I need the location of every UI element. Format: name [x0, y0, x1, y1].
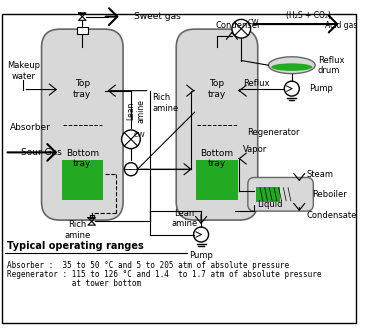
- FancyBboxPatch shape: [41, 29, 123, 220]
- Text: Reflux
drum: Reflux drum: [318, 56, 344, 75]
- Text: Regenerator: Regenerator: [247, 128, 300, 137]
- Text: Makeup
water: Makeup water: [7, 61, 40, 80]
- Text: Reflux: Reflux: [243, 79, 270, 88]
- Text: CW: CW: [134, 132, 146, 138]
- Circle shape: [193, 227, 209, 242]
- Text: Rich
amine: Rich amine: [152, 93, 179, 113]
- Text: Condenser: Condenser: [215, 21, 260, 30]
- Circle shape: [232, 19, 250, 38]
- Text: Pump: Pump: [309, 84, 332, 93]
- Text: (H₂S + CO₂): (H₂S + CO₂): [286, 11, 331, 20]
- Text: Pump: Pump: [189, 251, 213, 260]
- Text: Vapor: Vapor: [243, 145, 267, 154]
- Circle shape: [284, 81, 299, 96]
- Text: Bottom
tray: Bottom tray: [200, 149, 234, 168]
- Text: at tower bottom: at tower bottom: [8, 279, 142, 288]
- Text: Liquid: Liquid: [257, 200, 283, 209]
- Text: Top
tray: Top tray: [73, 79, 92, 99]
- Text: Typical operating ranges: Typical operating ranges: [8, 241, 144, 251]
- Text: Regenerator : 115 to 126 °C and 1.4  to 1.7 atm of absolute pressure: Regenerator : 115 to 126 °C and 1.4 to 1…: [8, 270, 322, 279]
- Text: Reboiler: Reboiler: [313, 190, 347, 199]
- Text: Lean
amine: Lean amine: [126, 99, 145, 123]
- Circle shape: [121, 130, 140, 149]
- Text: Rich
amine: Rich amine: [64, 220, 91, 240]
- Bar: [256, 187, 280, 202]
- Text: Absorber :  35 to 50 °C and 5 to 205 atm of absolute pressure: Absorber : 35 to 50 °C and 5 to 205 atm …: [8, 261, 290, 270]
- Text: Condensate: Condensate: [307, 211, 357, 220]
- Text: Sweet gas: Sweet gas: [134, 12, 180, 21]
- Text: Acid gas: Acid gas: [326, 21, 358, 30]
- FancyBboxPatch shape: [248, 178, 313, 211]
- Text: Bottom
tray: Bottom tray: [66, 149, 99, 168]
- Bar: [77, 27, 88, 35]
- Ellipse shape: [268, 57, 315, 74]
- Text: Absorber: Absorber: [10, 123, 51, 132]
- Text: Sour Gas: Sour Gas: [21, 148, 61, 157]
- FancyBboxPatch shape: [176, 29, 258, 220]
- Ellipse shape: [271, 63, 313, 71]
- Circle shape: [124, 163, 137, 176]
- Bar: [62, 160, 103, 200]
- Text: Steam: Steam: [307, 170, 334, 179]
- Bar: [196, 160, 237, 200]
- Text: CW: CW: [248, 19, 259, 25]
- Text: Lean
amine: Lean amine: [171, 209, 197, 228]
- Text: Top
tray: Top tray: [208, 79, 226, 99]
